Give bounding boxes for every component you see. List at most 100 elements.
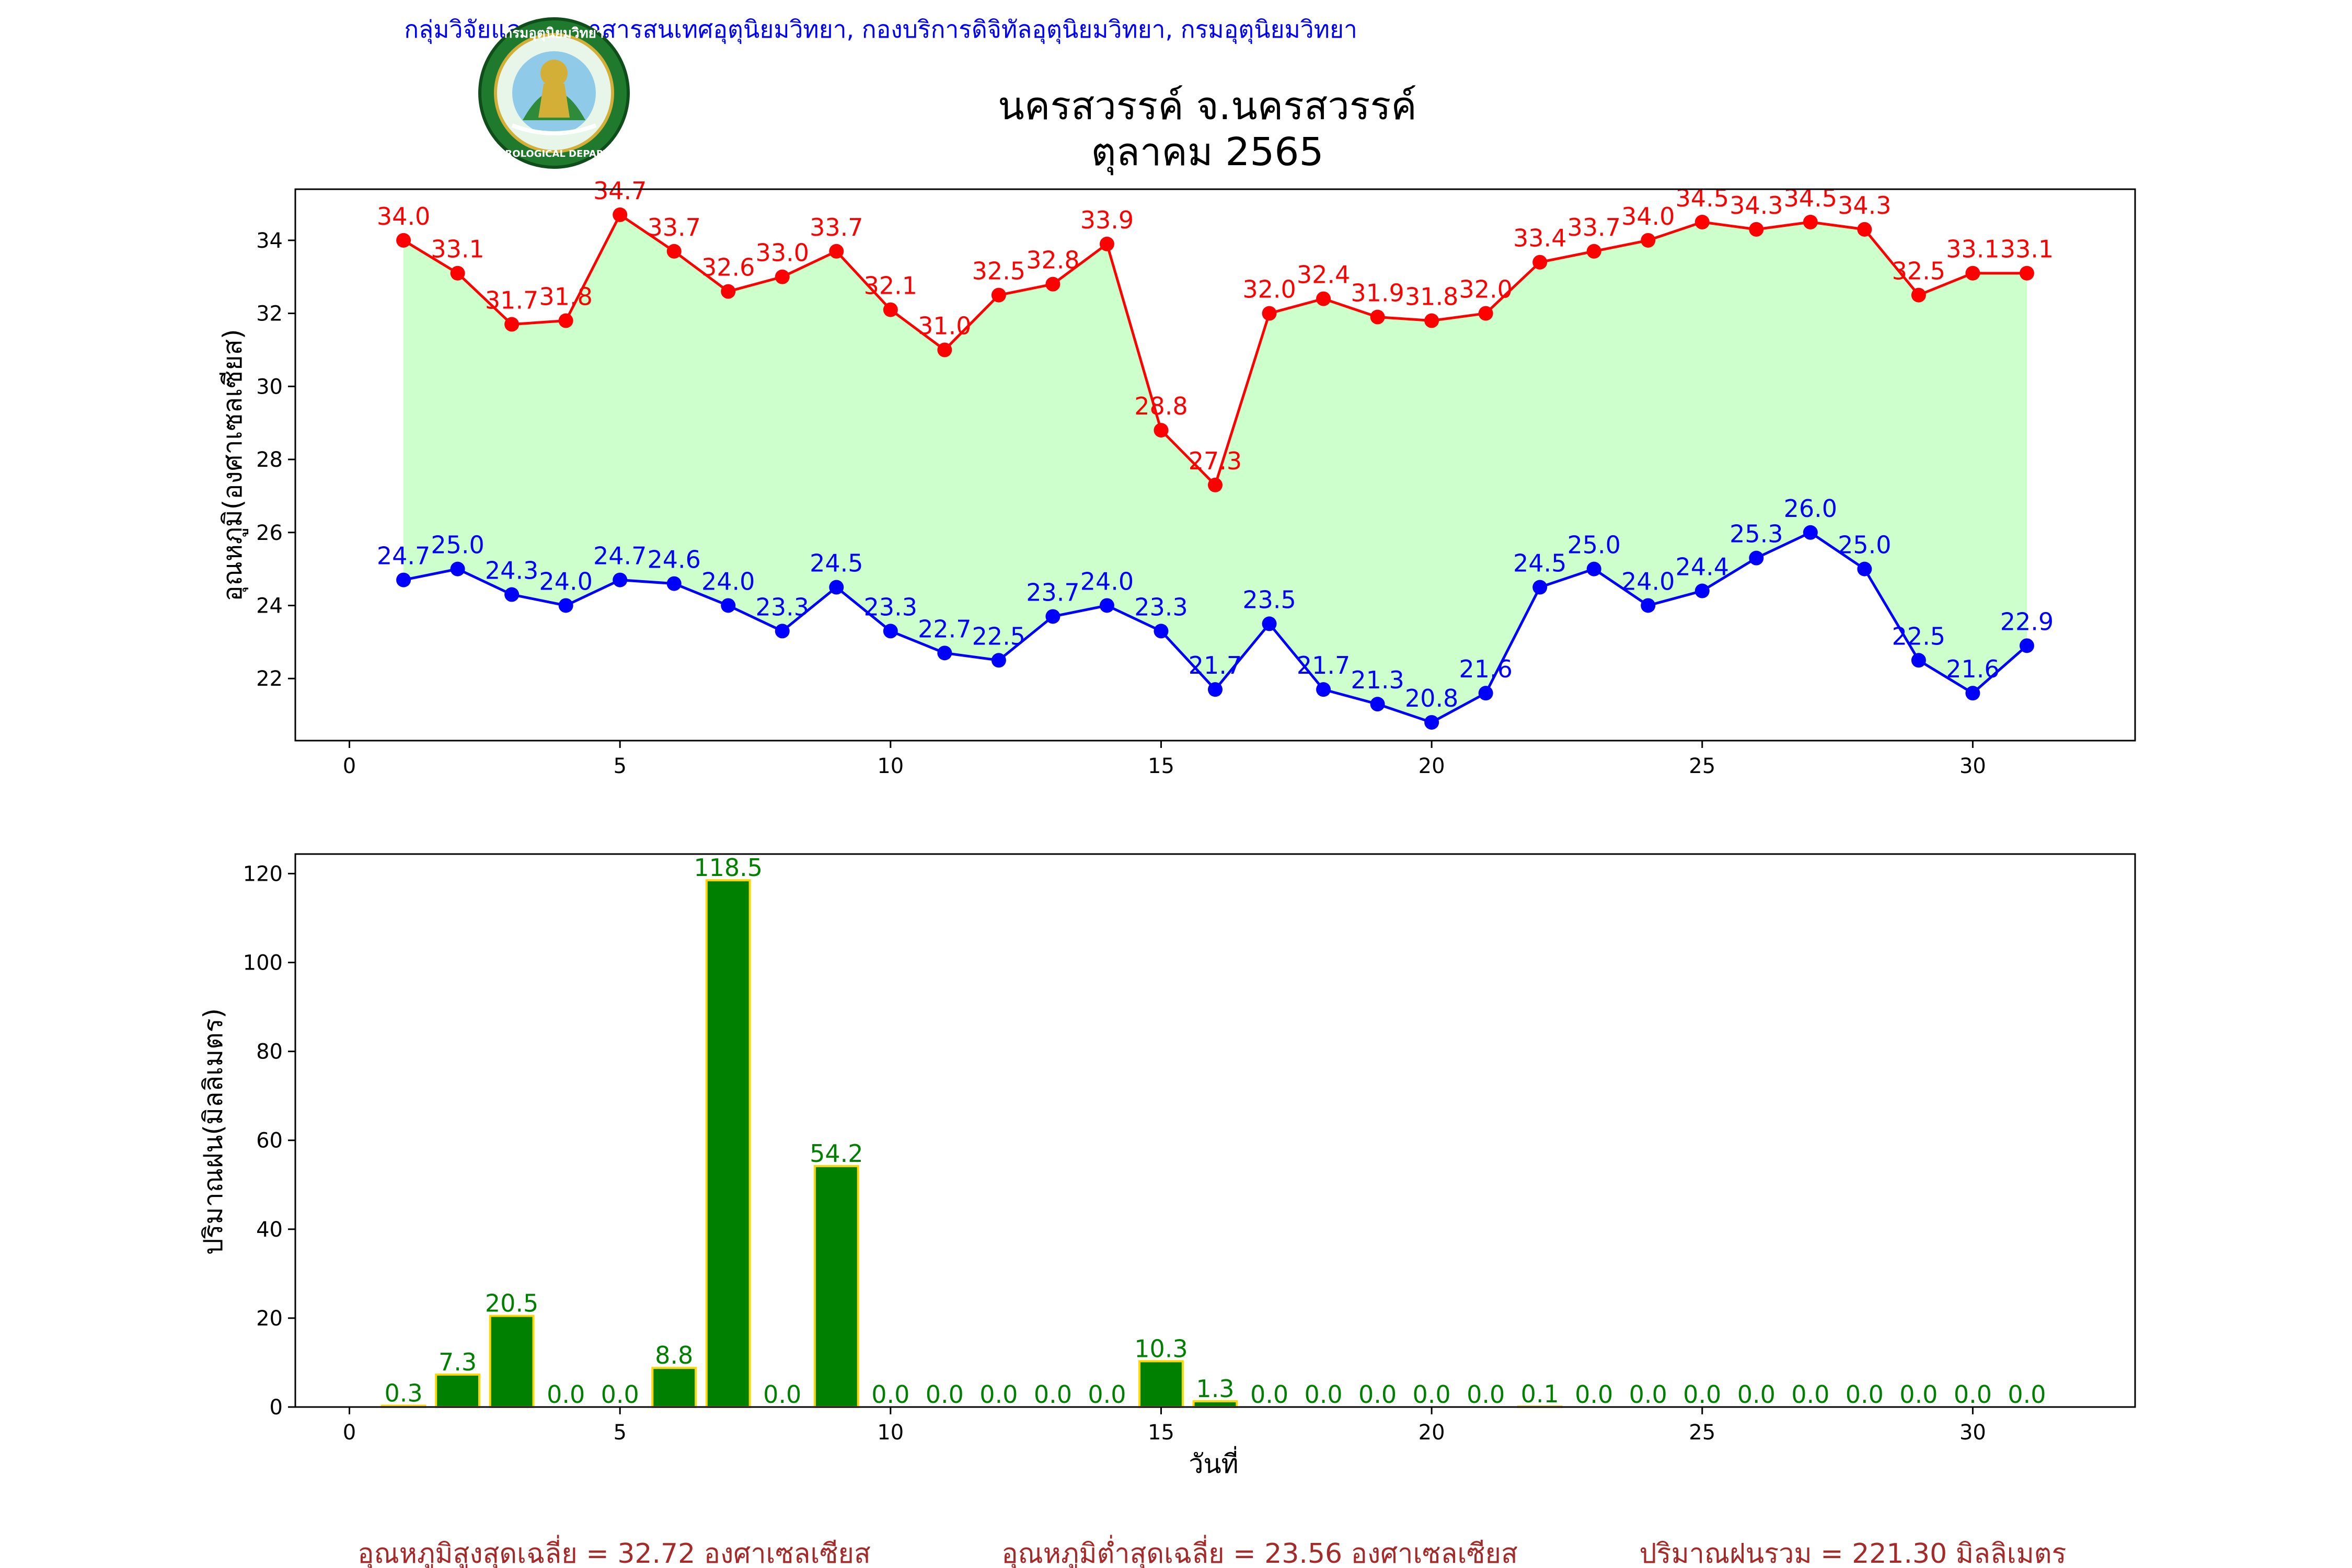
max-temp-point bbox=[937, 342, 952, 358]
max-temp-value-label: 33.9 bbox=[1080, 206, 1134, 234]
max-temp-value-label: 33.1 bbox=[2000, 235, 2054, 263]
rainfall-value-label: 0.0 bbox=[1413, 1380, 1451, 1409]
temperature-y-label: อุณหภูมิ(องศาเซลเซียส) bbox=[217, 329, 248, 601]
max-temp-point bbox=[1749, 222, 1764, 237]
min-temp-point bbox=[1749, 550, 1764, 566]
temperature-y-tick-label: 24 bbox=[256, 594, 283, 618]
min-temp-value-label: 23.3 bbox=[756, 593, 809, 621]
min-temp-point bbox=[1316, 682, 1331, 697]
rainfall-x-tick-label: 15 bbox=[1148, 1421, 1174, 1445]
max-temp-value-label: 31.8 bbox=[539, 283, 592, 311]
rainfall-value-label: 0.0 bbox=[601, 1380, 639, 1409]
min-temp-point bbox=[2019, 638, 2034, 653]
min-temp-value-label: 22.5 bbox=[1892, 622, 1945, 650]
min-temp-value-label: 21.6 bbox=[1946, 655, 1999, 683]
min-temp-point bbox=[1208, 682, 1223, 697]
temperature-y-tick-label: 34 bbox=[256, 229, 283, 253]
rainfall-value-label: 20.5 bbox=[485, 1289, 538, 1318]
min-temp-point bbox=[937, 645, 952, 661]
summary-avg-max: อุณหภูมิสูงสุดเฉลี่ย = 32.72 องศาเซลเซีย… bbox=[358, 1535, 871, 1568]
rainfall-value-label: 0.0 bbox=[1629, 1380, 1667, 1409]
rainfall-x-tick-label: 10 bbox=[877, 1421, 904, 1445]
rainfall-bar bbox=[489, 1315, 535, 1408]
max-temp-value-label: 31.9 bbox=[1351, 279, 1404, 307]
min-temp-value-label: 24.3 bbox=[485, 557, 538, 585]
min-temp-value-label: 24.4 bbox=[1676, 553, 1729, 581]
rainfall-value-label: 10.3 bbox=[1134, 1334, 1187, 1363]
rainfall-x-tick-label: 20 bbox=[1419, 1421, 1445, 1445]
max-temp-value-label: 32.6 bbox=[701, 253, 755, 282]
temperature-x-tick-label: 20 bbox=[1419, 754, 1445, 778]
min-temp-value-label: 24.7 bbox=[593, 542, 647, 570]
max-temp-value-label: 34.5 bbox=[1676, 184, 1729, 212]
min-temp-point bbox=[1478, 686, 1493, 701]
max-temp-value-label: 31.0 bbox=[918, 312, 971, 340]
rainfall-bar bbox=[435, 1373, 480, 1409]
max-temp-value-label: 32.0 bbox=[1459, 275, 1512, 304]
rainfall-x-tick-label: 0 bbox=[343, 1421, 356, 1445]
temperature-fill-area bbox=[403, 214, 2027, 723]
rainfall-y-tick-label: 60 bbox=[256, 1129, 283, 1153]
min-temp-value-label: 23.5 bbox=[1242, 585, 1296, 614]
min-temp-value-label: 24.7 bbox=[377, 542, 430, 570]
max-temp-value-label: 34.5 bbox=[1784, 184, 1837, 212]
max-temp-point bbox=[1262, 306, 1277, 321]
min-temp-value-label: 25.3 bbox=[1730, 520, 1783, 548]
min-temp-point bbox=[883, 624, 898, 639]
min-temp-value-label: 24.5 bbox=[810, 549, 863, 578]
min-temp-point bbox=[829, 580, 844, 595]
meteorological-department-logo: กรมอุตุนิยมวิทยา METEOROLOGICAL DEPARTME… bbox=[468, 17, 640, 169]
min-temp-value-label: 24.0 bbox=[539, 567, 592, 595]
max-temp-point bbox=[1641, 233, 1656, 248]
rainfall-value-label: 0.0 bbox=[1791, 1380, 1829, 1409]
min-temp-point bbox=[1641, 598, 1656, 613]
rainfall-y-tick-label: 120 bbox=[243, 862, 283, 886]
min-temp-point bbox=[1857, 561, 1872, 577]
rainfall-value-label: 0.0 bbox=[1899, 1380, 1938, 1409]
rainfall-value-label: 0.0 bbox=[1846, 1380, 1884, 1409]
max-temp-value-label: 34.0 bbox=[1621, 202, 1675, 230]
rainfall-y-label: ปริมาณฝน(มิลลิเมตร) bbox=[198, 1008, 228, 1255]
rainfall-value-label: 0.0 bbox=[1954, 1380, 1992, 1409]
min-temp-value-label: 24.0 bbox=[1080, 567, 1134, 595]
min-temp-value-label: 24.6 bbox=[647, 546, 700, 574]
min-temp-point bbox=[1154, 624, 1169, 639]
min-temp-value-label: 25.0 bbox=[1838, 531, 1891, 559]
rainfall-value-label: 0.0 bbox=[1467, 1380, 1505, 1409]
temperature-y-tick-label: 30 bbox=[256, 375, 283, 399]
max-temp-value-label: 31.8 bbox=[1405, 283, 1458, 311]
min-temp-point bbox=[1045, 609, 1060, 624]
rainfall-value-label: 0.0 bbox=[763, 1380, 801, 1409]
min-temp-value-label: 21.6 bbox=[1459, 655, 1512, 683]
max-temp-point bbox=[991, 287, 1006, 303]
temperature-x-tick-label: 25 bbox=[1689, 754, 1715, 778]
min-temp-value-label: 23.3 bbox=[864, 593, 917, 621]
rainfall-value-label: 7.3 bbox=[439, 1348, 477, 1376]
rainfall-x-tick-label: 5 bbox=[613, 1421, 626, 1445]
temperature-x-tick-label: 30 bbox=[1959, 754, 1986, 778]
min-temp-point bbox=[1370, 697, 1385, 712]
min-temp-value-label: 23.7 bbox=[1026, 578, 1079, 606]
min-temp-point bbox=[1803, 525, 1818, 540]
min-temp-point bbox=[991, 653, 1006, 668]
period-title: ตุลาคม 2565 bbox=[1091, 130, 1323, 176]
max-temp-point bbox=[613, 207, 628, 222]
rainfall-value-label: 0.0 bbox=[871, 1380, 909, 1409]
max-temp-value-label: 33.0 bbox=[756, 239, 809, 267]
min-temp-point bbox=[1099, 598, 1114, 613]
min-temp-point bbox=[1262, 616, 1277, 631]
max-temp-value-label: 33.7 bbox=[1567, 213, 1620, 241]
min-temp-point bbox=[1965, 686, 1980, 701]
rainfall-value-label: 0.0 bbox=[1250, 1380, 1288, 1409]
summary-avg-min: อุณหภูมิต่ำสุดเฉลี่ย = 23.56 องศาเซลเซีย… bbox=[1001, 1535, 1517, 1568]
max-temp-value-label: 34.3 bbox=[1730, 191, 1783, 220]
summary-total-rain: ปริมาณฝนรวม = 221.30 มิลลิเมตร bbox=[1640, 1538, 2067, 1568]
min-temp-value-label: 24.5 bbox=[1513, 549, 1566, 578]
max-temp-point bbox=[1154, 423, 1169, 438]
max-temp-point bbox=[883, 302, 898, 317]
rainfall-value-label: 0.0 bbox=[1358, 1380, 1397, 1409]
rainfall-value-label: 0.0 bbox=[979, 1380, 1018, 1409]
temperature-x-tick-label: 15 bbox=[1148, 754, 1174, 778]
max-temp-point bbox=[396, 233, 411, 248]
max-temp-point bbox=[1803, 214, 1818, 229]
